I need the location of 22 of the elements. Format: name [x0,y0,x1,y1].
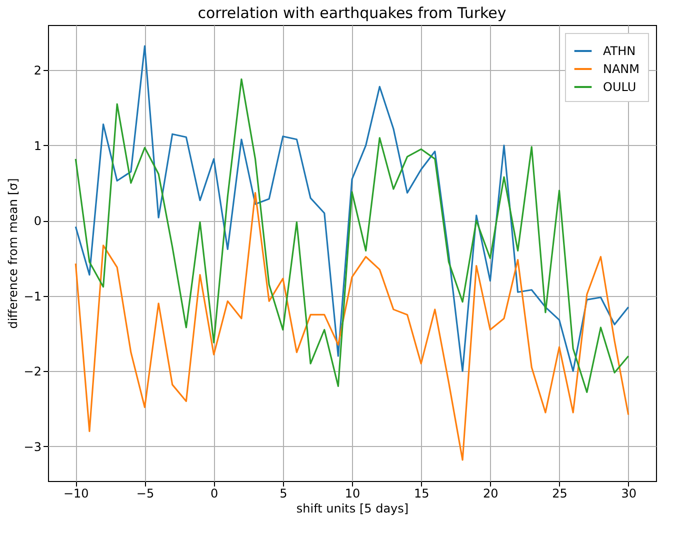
y-tick-label: −2 [24,364,42,379]
legend-label: NANM [603,62,640,76]
x-tick-label: 10 [344,486,360,500]
chart-title: correlation with earthquakes from Turkey [198,4,506,22]
x-tick-label: 0 [210,486,218,500]
line-series [74,192,630,461]
x-tick-label: 25 [552,486,568,500]
y-tick-label: −1 [24,289,42,304]
x-axis-title: shift units [5 days] [296,502,409,516]
y-tick-label: 2 [34,64,42,78]
x-tick-label: 30 [621,486,637,500]
x-tick-label: 15 [414,486,430,500]
y-axis-title: difference from mean [σ] [6,178,20,329]
legend-label: ATHN [603,44,636,58]
x-tick-label: 5 [280,486,288,500]
y-tick-label: 0 [34,214,42,228]
x-tick-label: 20 [483,486,498,500]
x-tick-label: −10 [63,486,89,500]
legend-label: OULU [603,80,636,94]
x-tick-label: −5 [136,486,154,500]
y-tick-label: 1 [34,138,42,153]
y-tick-label: −3 [24,440,42,454]
